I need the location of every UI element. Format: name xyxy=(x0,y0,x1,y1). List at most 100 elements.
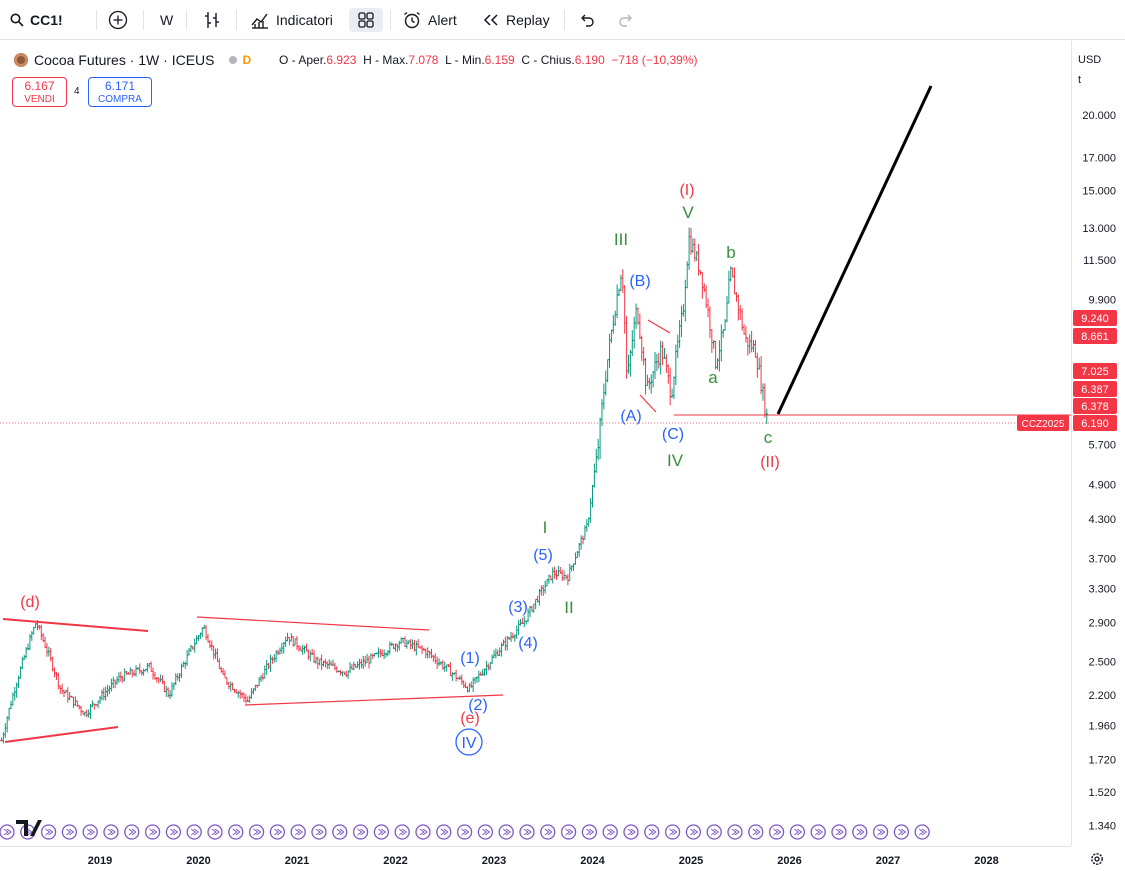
trendline[interactable] xyxy=(647,319,671,334)
event-marker[interactable] xyxy=(664,824,681,840)
price-tick-label: 15.000 xyxy=(1082,185,1116,197)
settings-gear[interactable] xyxy=(1090,852,1104,871)
event-marker[interactable] xyxy=(831,824,847,840)
price-chart[interactable]: 20.000 17.000 15.000 13.000 11.500 9.900 5.700… xyxy=(0,41,1125,870)
event-marker[interactable] xyxy=(0,824,15,840)
event-marker[interactable] xyxy=(186,824,202,840)
trendline[interactable] xyxy=(639,394,657,413)
event-marker[interactable] xyxy=(207,824,223,840)
open-value: 6.923 xyxy=(326,53,357,67)
price-axis[interactable] xyxy=(1071,41,1125,846)
trendline[interactable] xyxy=(2,618,149,632)
event-marker[interactable] xyxy=(248,824,265,840)
interval-button[interactable]: W xyxy=(160,8,173,32)
alert-button[interactable]: Alert xyxy=(402,8,457,32)
event-marker[interactable] xyxy=(498,824,514,840)
event-marker[interactable] xyxy=(602,824,618,840)
time-tick-label: 2020 xyxy=(186,855,210,867)
time-tick-label: 2023 xyxy=(482,855,506,867)
price-tick-label: 1.340 xyxy=(1088,820,1116,832)
event-marker[interactable] xyxy=(581,824,598,840)
event-marker-icon xyxy=(66,828,75,836)
event-marker[interactable] xyxy=(311,824,327,840)
compare-button[interactable] xyxy=(108,8,128,32)
price-tag-label: 6.378 xyxy=(1081,401,1109,413)
event-marker[interactable] xyxy=(768,824,785,840)
event-marker[interactable] xyxy=(61,824,78,840)
time-tick-label: 2021 xyxy=(285,855,309,867)
event-marker[interactable] xyxy=(144,824,161,840)
event-marker-icon xyxy=(378,828,387,836)
contract-tag xyxy=(1017,415,1069,431)
delayed-badge[interactable]: D xyxy=(242,53,252,67)
event-marker[interactable] xyxy=(540,824,556,840)
redo-icon xyxy=(619,14,632,27)
price-tag xyxy=(1073,415,1117,431)
indicators-label: Indicatori xyxy=(276,12,333,28)
price-tag-label: 7.025 xyxy=(1081,366,1109,378)
buy-button[interactable]: 6.171 COMPRA xyxy=(88,77,152,107)
event-marker-icon xyxy=(294,828,304,836)
chart-type-button[interactable] xyxy=(203,8,221,32)
symbol-search[interactable]: CC1! xyxy=(10,8,63,32)
event-marker-icon xyxy=(398,828,408,836)
bar-chart-type-icon xyxy=(205,12,219,28)
event-marker[interactable] xyxy=(228,824,244,840)
event-marker[interactable] xyxy=(852,824,868,840)
time-tick-label: 2024 xyxy=(580,855,605,867)
event-marker[interactable] xyxy=(477,824,494,840)
sell-button[interactable]: 6.167 VENDI xyxy=(12,77,67,107)
event-marker[interactable] xyxy=(623,824,639,840)
tradingview-logo xyxy=(16,820,42,836)
event-marker[interactable] xyxy=(394,824,410,840)
event-marker[interactable] xyxy=(644,824,660,840)
event-marker[interactable] xyxy=(789,824,806,840)
toolbar-divider xyxy=(564,10,565,30)
event-marker-icon xyxy=(336,828,345,836)
event-marker[interactable] xyxy=(436,824,452,840)
scale-mode-label: t xyxy=(1078,74,1082,86)
event-marker[interactable] xyxy=(352,824,369,840)
event-marker[interactable] xyxy=(373,824,390,840)
price-tick-label: 3.300 xyxy=(1088,583,1116,595)
event-marker[interactable] xyxy=(269,824,286,840)
event-marker[interactable] xyxy=(893,824,910,840)
trendline[interactable] xyxy=(244,694,504,706)
event-marker[interactable] xyxy=(82,824,98,840)
undo-button[interactable] xyxy=(578,8,596,32)
event-marker[interactable] xyxy=(706,824,722,840)
event-marker[interactable] xyxy=(810,824,826,840)
time-axis[interactable] xyxy=(0,846,1071,871)
event-marker[interactable] xyxy=(748,824,764,840)
price-tick-label: 4.900 xyxy=(1088,479,1116,491)
event-marker[interactable] xyxy=(103,824,119,840)
event-marker[interactable] xyxy=(290,824,306,840)
trendline[interactable] xyxy=(196,616,430,631)
event-marker[interactable] xyxy=(456,824,473,840)
wave-label: V xyxy=(682,203,694,222)
event-marker[interactable] xyxy=(415,824,431,840)
event-marker[interactable] xyxy=(685,824,702,840)
indicators-button[interactable]: Indicatori xyxy=(250,8,333,32)
event-marker[interactable] xyxy=(519,824,535,840)
replay-button[interactable]: Replay xyxy=(482,8,550,32)
event-marker[interactable] xyxy=(727,824,743,840)
event-marker[interactable] xyxy=(560,824,577,840)
trendline[interactable] xyxy=(4,726,119,743)
grid-layout-icon xyxy=(358,12,374,28)
projection-line[interactable] xyxy=(776,85,933,415)
redo-button[interactable] xyxy=(617,8,635,32)
event-marker[interactable] xyxy=(124,824,140,840)
event-marker[interactable] xyxy=(40,824,57,840)
event-marker[interactable] xyxy=(872,824,889,840)
currency-button[interactable]: USD t xyxy=(1074,50,1118,90)
price-tag xyxy=(1073,310,1117,326)
event-marker[interactable] xyxy=(332,824,348,840)
toolbar-divider xyxy=(143,10,144,30)
symbol-label: CC1! xyxy=(30,12,63,28)
event-marker-icon xyxy=(835,828,844,836)
legend-dot xyxy=(228,56,237,64)
event-marker[interactable] xyxy=(914,824,930,840)
layouts-button[interactable] xyxy=(349,8,383,32)
event-marker[interactable] xyxy=(165,824,182,840)
